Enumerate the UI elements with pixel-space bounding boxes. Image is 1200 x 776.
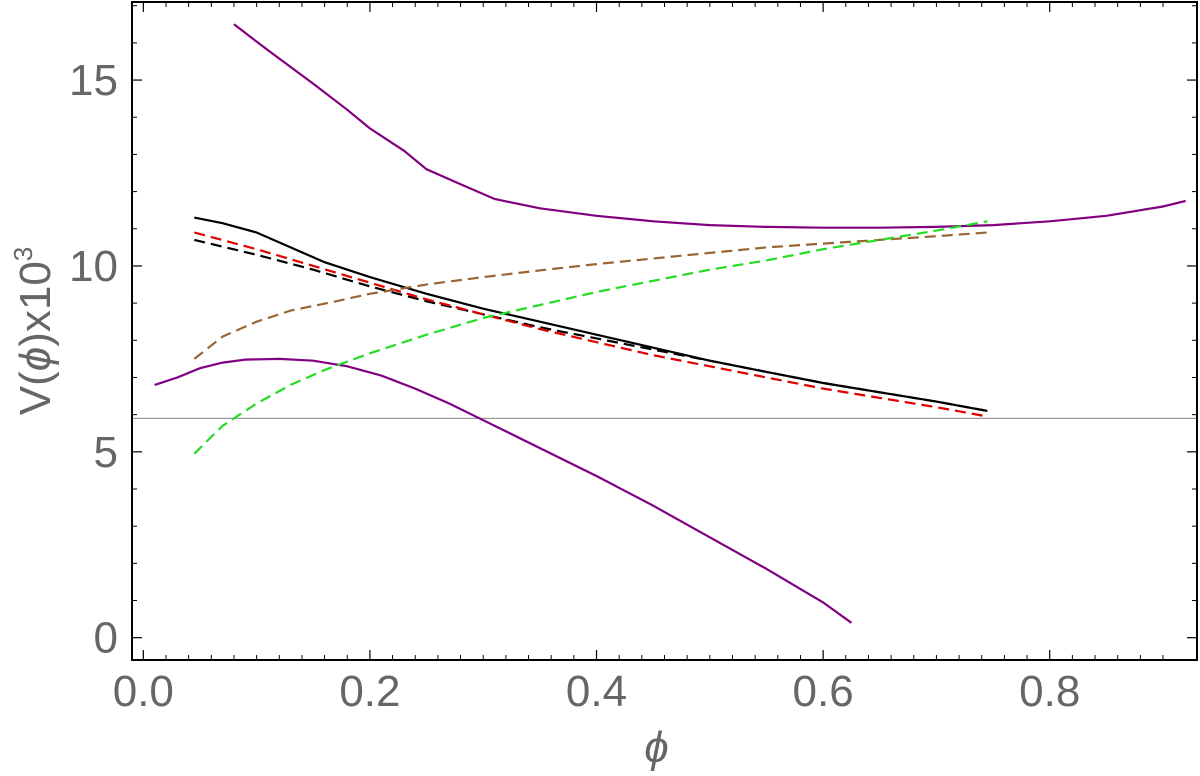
y-axis-label-exponent: 3 (8, 247, 38, 261)
x-tick-label: 0.2 (339, 667, 400, 716)
y-tick-label: 5 (94, 428, 118, 477)
ticks-group: 0.0 0.2 0.4 0.6 0.8 0 5 10 15 (69, 2, 1197, 716)
x-tick-label: 0.6 (793, 667, 854, 716)
y-axis-label-prefix: V( (11, 371, 60, 415)
y-axis-label: V(ϕ)x103 (8, 247, 60, 416)
series-line-1 (233, 23, 1186, 229)
y-tick-label: 0 (94, 614, 118, 663)
y-tick-label: 15 (69, 56, 118, 105)
x-tick-label: 0.4 (566, 667, 627, 716)
series-line-7 (193, 220, 988, 455)
y-axis-label-mid: )x10 (11, 261, 60, 347)
series-group (154, 23, 1186, 624)
series-line-2 (154, 357, 853, 624)
series-line-4 (194, 238, 988, 412)
series-line-3 (194, 216, 988, 412)
series-line-6 (193, 231, 988, 360)
plot-frame (131, 1, 1198, 661)
series-line-5 (194, 231, 988, 418)
x-axis-label: ϕ (644, 723, 668, 772)
x-tick-label: 0.0 (113, 667, 174, 716)
x-tick-label: 0.8 (1019, 667, 1080, 716)
y-axis-label-symbol: ϕ (11, 347, 60, 371)
y-tick-label: 10 (69, 242, 118, 291)
